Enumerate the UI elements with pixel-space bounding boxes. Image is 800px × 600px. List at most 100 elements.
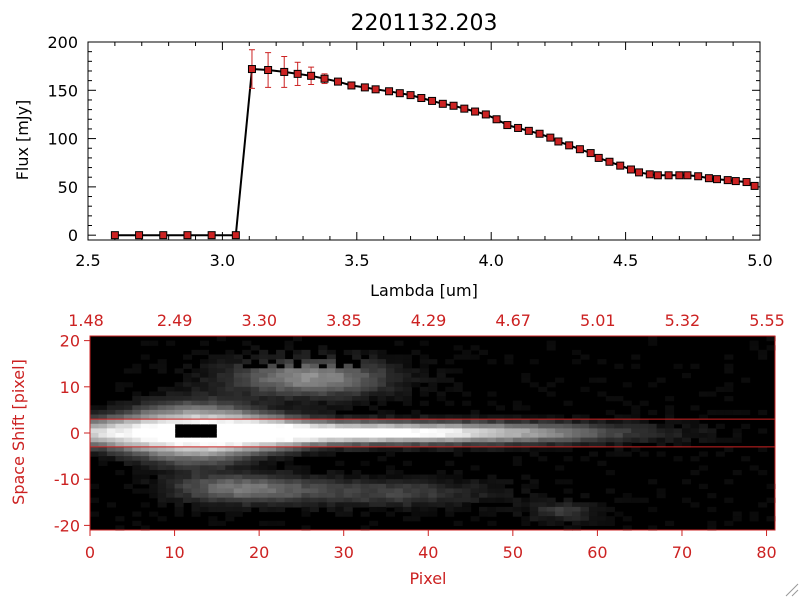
image-pixel (681, 437, 692, 443)
image-pixel (402, 414, 412, 420)
image-pixel (208, 363, 218, 369)
image-pixel (250, 497, 260, 503)
image-pixel (495, 483, 505, 490)
image-pixel (301, 446, 311, 453)
image-pixel (225, 446, 235, 453)
image-pixel (335, 497, 345, 503)
image-pixel (301, 465, 311, 471)
image-pixel (622, 493, 632, 499)
image-pixel (166, 414, 176, 420)
image-pixel (470, 465, 480, 471)
image-pixel (199, 479, 209, 485)
bottom-x-tick-label: 70 (672, 543, 692, 562)
image-pixel (318, 391, 328, 397)
image-pixel (352, 502, 362, 508)
image-pixel (301, 400, 311, 406)
image-pixel (504, 437, 514, 443)
image-pixel (259, 460, 269, 466)
image-pixel (605, 451, 615, 457)
image-pixel (216, 386, 226, 393)
image-pixel (259, 414, 269, 420)
image-pixel (284, 419, 294, 425)
image-pixel (309, 386, 319, 393)
image-pixel (233, 400, 243, 406)
image-pixel (411, 382, 421, 388)
top-y-axis-label: Flux [mJy] (13, 100, 32, 181)
image-pixel (343, 386, 353, 393)
image-pixel (698, 433, 708, 439)
image-pixel (301, 382, 311, 388)
image-pixel (360, 460, 370, 466)
image-pixel (369, 488, 379, 494)
image-pixel (216, 433, 226, 439)
image-pixel (563, 433, 573, 439)
image-pixel (326, 423, 336, 429)
image-pixel (326, 497, 336, 503)
image-pixel (529, 506, 539, 513)
image-pixel (385, 442, 396, 448)
image-pixel (276, 474, 286, 480)
image-pixel (479, 414, 489, 420)
image-pixel (216, 497, 226, 503)
image-pixel (529, 446, 539, 453)
image-pixel (462, 414, 472, 420)
image-pixel (326, 493, 336, 499)
resize-grip[interactable] (785, 583, 799, 597)
image-pixel (166, 396, 176, 402)
image-pixel (614, 497, 624, 503)
image-pixel (724, 363, 734, 369)
image-pixel (301, 414, 311, 420)
image-pixel (335, 386, 345, 393)
image-pixel (512, 423, 522, 429)
image-pixel (546, 520, 556, 526)
image-pixel (766, 516, 776, 522)
image-pixel (436, 396, 446, 402)
image-pixel (343, 446, 353, 453)
image-pixel (462, 442, 472, 448)
image-pixel (242, 437, 252, 443)
image-pixel (149, 391, 159, 397)
image-pixel (166, 433, 176, 439)
image-pixel (132, 511, 142, 517)
image-pixel (453, 345, 463, 351)
image-pixel (360, 433, 370, 439)
image-pixel (445, 497, 455, 503)
image-pixel (166, 497, 176, 503)
image-pixel (216, 414, 226, 420)
image-pixel (191, 446, 201, 453)
image-pixel (301, 386, 311, 393)
image-pixel (394, 437, 404, 443)
image-pixel (292, 396, 303, 402)
image-pixel (445, 442, 455, 448)
image-pixel (758, 349, 768, 356)
image-pixel (225, 493, 235, 499)
image-pixel (208, 372, 218, 379)
image-pixel (656, 493, 666, 499)
image-pixel (216, 474, 226, 480)
image-pixel (377, 506, 387, 513)
image-pixel (411, 511, 421, 517)
flux-data-point (293, 69, 302, 78)
image-pixel (698, 437, 708, 443)
image-pixel (369, 428, 379, 434)
image-pixel (724, 437, 734, 443)
image-pixel (360, 428, 370, 434)
image-pixel (377, 497, 387, 503)
image-pixel (385, 354, 396, 360)
image-pixel (605, 442, 615, 448)
image-pixel (267, 391, 277, 397)
image-pixel (309, 488, 319, 494)
image-pixel (343, 382, 353, 388)
image-pixel (123, 460, 133, 466)
image-pixel (369, 506, 379, 513)
image-pixel (741, 409, 751, 416)
image-pixel (242, 446, 252, 453)
image-pixel (191, 493, 201, 499)
image-pixel (360, 396, 370, 402)
image-pixel (580, 456, 590, 462)
image-pixel (580, 354, 590, 360)
bottom-x-tick-label: 80 (756, 543, 776, 562)
image-pixel (352, 377, 362, 383)
image-pixel (343, 423, 353, 429)
image-pixel (555, 437, 565, 443)
